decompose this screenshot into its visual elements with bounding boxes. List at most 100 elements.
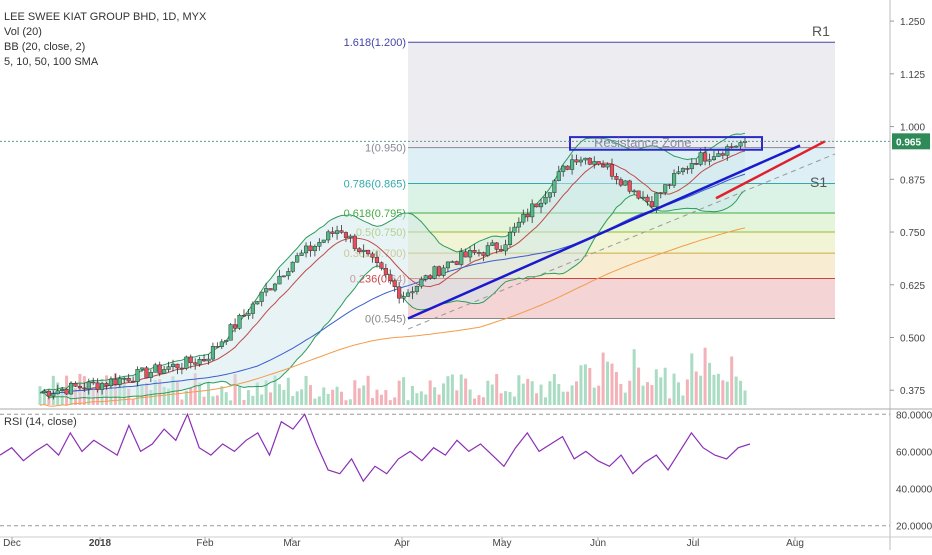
candle-body bbox=[73, 383, 78, 387]
volume-bar bbox=[517, 375, 521, 405]
price-tick-label: 1.000 bbox=[900, 123, 925, 134]
legend-bollinger[interactable]: BB (20, close, 2) bbox=[4, 41, 86, 53]
candle-body bbox=[463, 251, 468, 258]
candle-body bbox=[299, 252, 304, 256]
volume-bar bbox=[419, 391, 423, 405]
sma-10-line bbox=[39, 150, 746, 394]
volume-bar bbox=[131, 398, 135, 405]
volume-bar bbox=[739, 380, 743, 405]
candle-body bbox=[224, 339, 229, 343]
time-label: 2018 bbox=[89, 538, 112, 549]
chart-legend: LEE SWEE KIAT GROUP BHD, 1D, MYX Vol (20… bbox=[4, 10, 206, 70]
candle-body bbox=[445, 261, 450, 269]
candle-body bbox=[570, 159, 575, 170]
candle-body bbox=[170, 363, 176, 367]
fib-label-0.618: 0.618(0.795) bbox=[344, 208, 406, 220]
volume-bar bbox=[189, 387, 193, 405]
volume-bar bbox=[410, 385, 414, 405]
volume-bar bbox=[437, 394, 441, 405]
volume-bar bbox=[282, 389, 286, 405]
price-tick-label: 0.750 bbox=[900, 228, 925, 239]
volume-bar bbox=[508, 392, 512, 405]
volume-bar bbox=[184, 390, 188, 405]
candle-body bbox=[459, 251, 464, 265]
candle-body bbox=[295, 255, 300, 263]
volume-bar bbox=[428, 380, 432, 405]
time-label: Jul bbox=[687, 538, 700, 549]
volume-bar bbox=[681, 395, 685, 405]
candle-body bbox=[547, 192, 552, 198]
candle-body bbox=[317, 242, 322, 247]
volume-bar bbox=[388, 400, 392, 405]
r1-label: R1 bbox=[812, 23, 830, 39]
volume-bar bbox=[672, 373, 676, 405]
candle-body bbox=[716, 153, 721, 157]
legend-volume[interactable]: Vol (20) bbox=[4, 26, 42, 38]
volume-bar bbox=[637, 367, 641, 405]
volume-bar bbox=[512, 396, 516, 405]
candle-body bbox=[485, 245, 490, 256]
candle-body bbox=[117, 378, 122, 385]
volume-bar bbox=[242, 400, 246, 405]
volume-bar bbox=[539, 384, 543, 405]
candle-body bbox=[153, 364, 158, 373]
candle-body bbox=[423, 275, 428, 280]
legend-sma[interactable]: 5, 10, 50, 100 SMA bbox=[4, 56, 99, 68]
volume-bar bbox=[712, 374, 716, 405]
fib-label-0.786: 0.786(0.865) bbox=[344, 179, 406, 191]
volume-bar bbox=[149, 390, 153, 405]
volume-bar bbox=[455, 390, 459, 405]
candle-body bbox=[663, 184, 668, 193]
volume-bar bbox=[291, 396, 295, 405]
volume-bar bbox=[366, 375, 370, 405]
candle-body bbox=[512, 226, 517, 233]
candle-body bbox=[592, 161, 597, 165]
volume-bar bbox=[557, 383, 561, 405]
volume-bar bbox=[450, 374, 454, 405]
candle-body bbox=[361, 249, 366, 252]
candle-body bbox=[410, 291, 415, 294]
sma-100-line bbox=[39, 227, 746, 407]
candle-body bbox=[188, 356, 193, 363]
candle-body bbox=[64, 389, 69, 395]
volume-bar bbox=[335, 386, 339, 405]
candle-body bbox=[246, 313, 251, 316]
candle-body bbox=[303, 245, 309, 254]
candle-body bbox=[556, 171, 561, 181]
volume-bar bbox=[397, 380, 401, 405]
volume-bar bbox=[473, 398, 477, 405]
volume-bar bbox=[623, 392, 627, 405]
volume-bar bbox=[601, 352, 605, 405]
last-price-badge bbox=[892, 133, 930, 150]
candle-body bbox=[538, 202, 544, 208]
volume-bar bbox=[220, 386, 224, 405]
candle-body bbox=[707, 159, 712, 162]
candle-body bbox=[596, 161, 601, 165]
candle-body bbox=[521, 213, 526, 223]
fib-zone-1 bbox=[408, 42, 835, 148]
volume-bar bbox=[535, 393, 539, 405]
volume-bar bbox=[645, 382, 649, 405]
rsi-legend[interactable]: RSI (14, close) bbox=[4, 416, 77, 428]
candle-body bbox=[228, 324, 233, 341]
candle-body bbox=[481, 252, 486, 256]
resistance-zone-box bbox=[569, 136, 763, 151]
volume-bar bbox=[668, 398, 672, 405]
price-tick-label: 0.375 bbox=[900, 386, 925, 397]
candle-body bbox=[46, 390, 51, 397]
candle-body bbox=[632, 190, 637, 193]
volume-bar bbox=[486, 380, 490, 405]
candle-body bbox=[157, 364, 162, 374]
volume-bar bbox=[526, 378, 530, 405]
candle-body bbox=[605, 164, 610, 168]
volume-bar bbox=[628, 380, 632, 405]
volume-bar bbox=[654, 369, 658, 405]
candle-body bbox=[503, 244, 508, 252]
volume-bar bbox=[650, 385, 654, 405]
candle-body bbox=[672, 173, 677, 186]
legend-symbol[interactable]: LEE SWEE KIAT GROUP BHD, 1D, MYX bbox=[4, 11, 207, 23]
candle-body bbox=[401, 296, 406, 299]
candle-body bbox=[738, 142, 743, 147]
candle-body bbox=[561, 165, 566, 172]
